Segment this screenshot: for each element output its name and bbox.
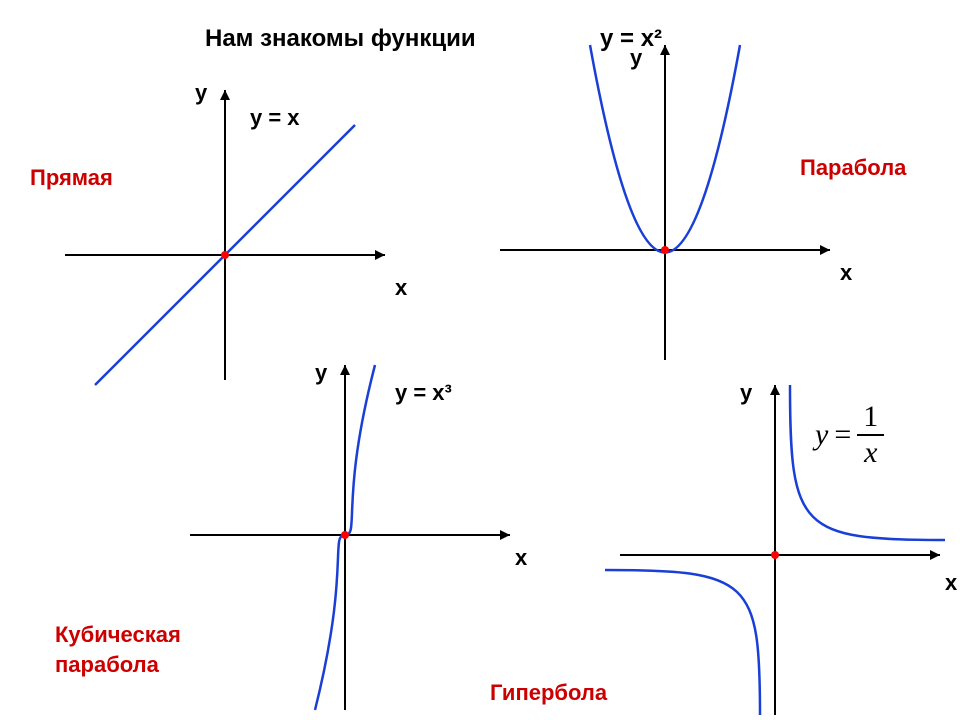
page-title: Нам знакомы функции [205,25,476,53]
curve-label-linear: Прямая [30,165,113,191]
x-axis-label-cubic: х [515,545,527,571]
x-axis-label-parabola: х [840,260,852,286]
curve-label-parabola: Парабола [800,155,906,181]
graph-hyperbola [600,380,960,720]
equation-linear: у = х [250,105,300,131]
graph-linear [45,80,405,390]
x-axis-label-hyperbola: х [945,570,957,596]
graph-cubic [170,360,530,720]
graph-parabola [480,40,860,370]
x-axis-label-linear: х [395,275,407,301]
y-axis-label-cubic: у [315,360,327,386]
y-axis-label-linear: у [195,80,207,106]
equation-cubic: у = х³ [395,380,452,406]
y-axis-label-parabola: у [630,45,642,71]
y-axis-label-hyperbola: у [740,380,752,406]
curve-label-cubic: Кубическаяпарабола [55,620,181,680]
equation-hyperbola: y=1x [815,400,884,470]
curve-label-hyperbola: Гипербола [490,680,607,706]
